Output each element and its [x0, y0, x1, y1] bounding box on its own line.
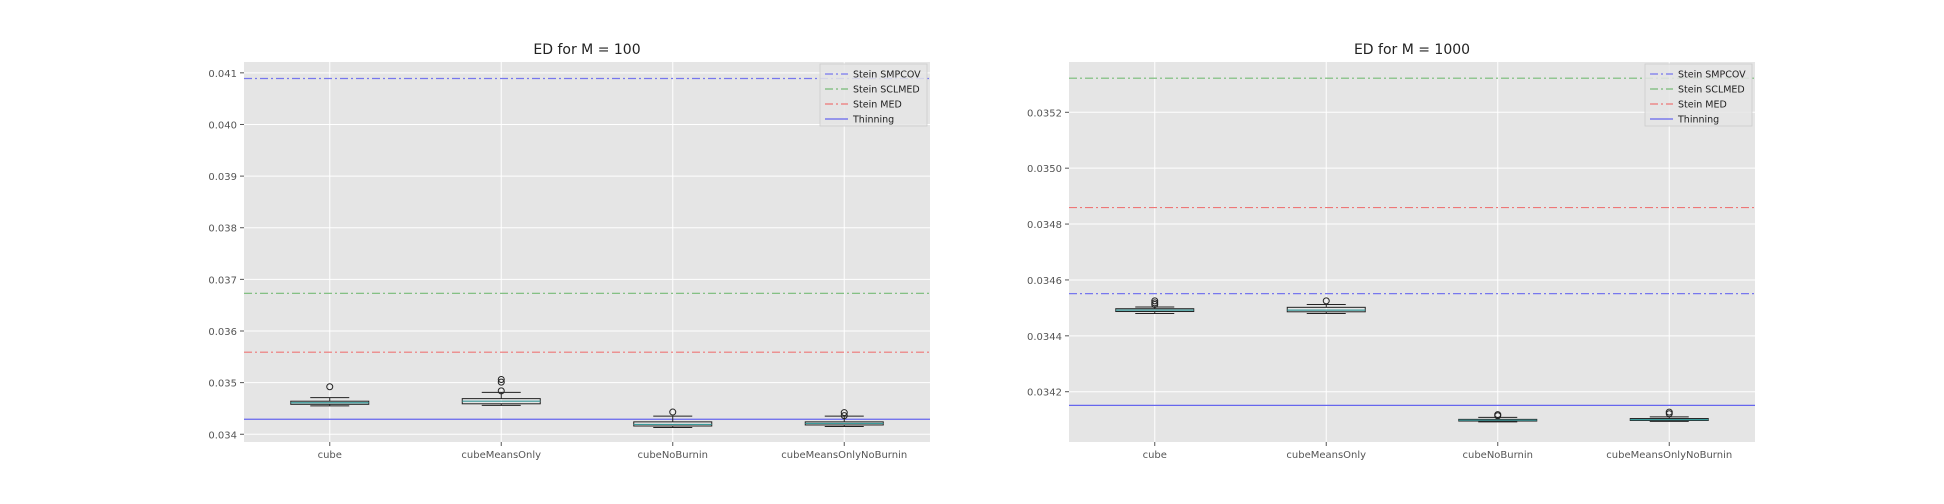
box-plots [290, 376, 884, 429]
x-tick-label: cubeMeansOnly [1286, 450, 1366, 461]
box-plot [1629, 408, 1709, 422]
legend: Stein SMPCOV Stein SCLMED Stein MED Thinnin… [819, 63, 928, 127]
box-plot [1115, 297, 1195, 314]
box-plot [1458, 411, 1538, 423]
outlier-point [840, 409, 848, 417]
legend-label: Stein SCLMED [853, 85, 920, 96]
outlier-point [1151, 297, 1159, 305]
y-tick-label: 0.0342 [1027, 388, 1062, 399]
box-plot [633, 408, 713, 429]
y-tick-label: 0.0348 [1027, 220, 1062, 231]
y-tick-label: 0.034 [208, 430, 237, 441]
legend-label: Thinning [1677, 115, 1719, 126]
legend: Stein SMPCOV Stein SCLMED Stein MED Thinnin… [1644, 63, 1753, 127]
y-tick-label: 0.038 [208, 224, 237, 235]
y-tick-label: 0.0344 [1027, 332, 1062, 343]
x-tick-label: cubeMeansOnlyNoBurnin [1606, 450, 1732, 461]
outlier-point [497, 376, 505, 384]
x-axis-ticks: cube cubeMeansOnly cubeNoBurnin cubeMeansOn… [318, 442, 907, 461]
chart-panel-m1000: 0.0342 0.0344 0.0346 0.0348 0.0350 0.0352 cub… [1027, 42, 1755, 461]
grid [1069, 62, 1755, 442]
legend-label: Stein SMPCOV [1678, 70, 1746, 81]
chart-panel-m100: 0.034 0.035 0.036 0.037 0.038 0.039 0.040 0.041… [208, 42, 930, 461]
y-tick-label: 0.035 [208, 379, 237, 390]
x-tick-label: cubeNoBurnin [1462, 450, 1533, 461]
box-plot [1286, 297, 1366, 314]
outlier-point [840, 412, 848, 420]
y-tick-label: 0.039 [208, 172, 237, 183]
outlier-point [1494, 411, 1502, 419]
outlier-point [1151, 299, 1159, 307]
box-plot [290, 383, 370, 407]
x-tick-label: cubeNoBurnin [637, 450, 708, 461]
legend-label: Thinning [852, 115, 894, 126]
x-tick-label: cubeMeansOnly [461, 450, 541, 461]
y-tick-label: 0.036 [208, 327, 237, 338]
x-tick-label: cube [1143, 450, 1167, 461]
outlier-point [497, 378, 505, 386]
legend-label: Stein MED [1678, 100, 1727, 111]
outlier-point [1665, 408, 1673, 416]
box-plot [461, 376, 541, 406]
legend-label: Stein SMPCOV [853, 70, 921, 81]
y-axis-ticks: 0.034 0.035 0.036 0.037 0.038 0.039 0.040 0.041 [208, 69, 244, 441]
plot-background [244, 62, 930, 442]
x-tick-label: cube [318, 450, 342, 461]
plot-background [1069, 62, 1755, 442]
chart-title: ED for M = 100 [533, 42, 640, 58]
box-plot [804, 409, 884, 428]
x-axis-ticks: cube cubeMeansOnly cubeNoBurnin cubeMeansOn… [1143, 442, 1732, 461]
chart-title: ED for M = 1000 [1354, 42, 1470, 58]
outlier-point [326, 383, 334, 391]
y-tick-label: 0.041 [208, 69, 237, 80]
y-tick-label: 0.0346 [1027, 276, 1062, 287]
y-tick-label: 0.0350 [1027, 164, 1062, 175]
legend-label: Stein MED [853, 100, 902, 111]
outlier-point [497, 387, 505, 395]
y-tick-label: 0.040 [208, 120, 237, 131]
y-tick-label: 0.0352 [1027, 108, 1062, 119]
outlier-point [1322, 297, 1330, 305]
legend-label: Stein SCLMED [1678, 85, 1745, 96]
box-plots [1115, 297, 1709, 423]
y-axis-ticks: 0.0342 0.0344 0.0346 0.0348 0.0350 0.0352 [1027, 108, 1069, 399]
outlier-point [669, 408, 677, 416]
reference-lines [1069, 77, 1755, 406]
x-tick-label: cubeMeansOnlyNoBurnin [781, 450, 907, 461]
y-tick-label: 0.037 [208, 275, 237, 286]
reference-lines [244, 77, 930, 420]
